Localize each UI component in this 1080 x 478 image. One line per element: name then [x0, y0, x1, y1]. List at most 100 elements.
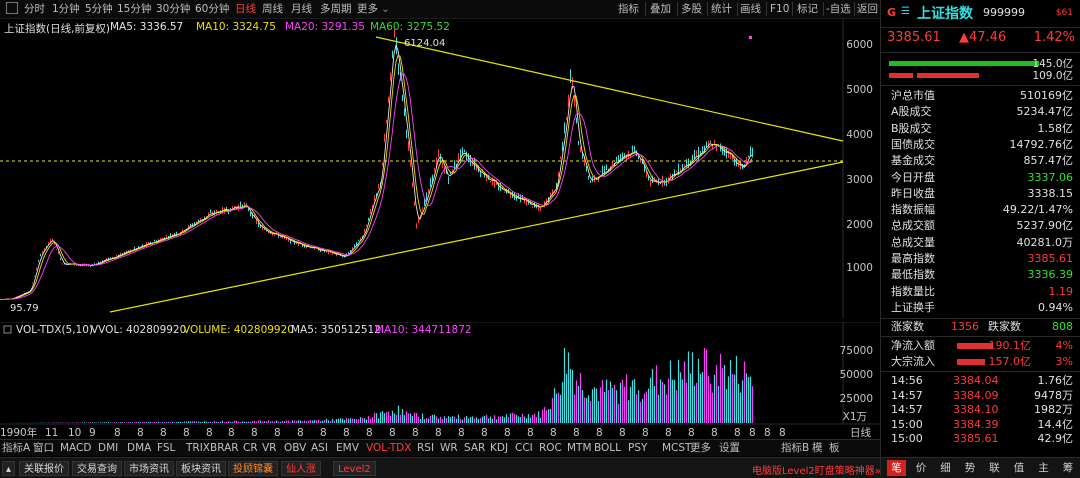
price-chart[interactable]: 6000 5000 4000 3000 2000 1000 6124.04 95… [0, 19, 880, 319]
detail-tab[interactable]: 筹 [1062, 462, 1074, 474]
stat-value: 3338.15 [1027, 186, 1074, 200]
stat-row: 指数振幅 49.22/1.47% [881, 202, 1080, 218]
indicator-tab[interactable]: FSL [157, 442, 176, 454]
indicator-tab[interactable]: ASI [311, 442, 328, 454]
divider [792, 2, 793, 16]
flow-pct: 3% [1055, 355, 1073, 368]
tool-overlay[interactable]: 叠加 [650, 3, 671, 15]
detail-tab[interactable]: 势 [964, 462, 976, 474]
stat-row: B股成交 1.58亿 [881, 121, 1080, 137]
period-tab-15min[interactable]: 15分钟 [117, 3, 152, 15]
indicator-tab[interactable]: VOL-TDX [366, 442, 412, 454]
stat-row: 总成交额 5237.90亿 [881, 218, 1080, 234]
tab-related-quotes[interactable]: 关联报价 [19, 461, 69, 476]
indicator-tab[interactable]: OBV [284, 442, 307, 454]
indicator-tab[interactable]: WR [440, 442, 458, 454]
indicator-tab[interactable]: BRAR [210, 442, 239, 454]
date-tick: 8 [114, 427, 121, 438]
layout-icon[interactable] [6, 2, 18, 14]
divider [707, 2, 708, 16]
period-tab-30min[interactable]: 30分钟 [156, 3, 191, 15]
vol-ma5-label: MA5: 350512512 [291, 324, 381, 336]
indicator-b-tab[interactable]: 指标B [781, 442, 810, 454]
divider [737, 2, 738, 16]
indicator-tab[interactable]: CR [243, 442, 258, 454]
tab-trade-query[interactable]: 交易查询 [72, 461, 122, 476]
tab-advisor-tips[interactable]: 投顾锦囊 [228, 461, 278, 476]
detail-tab[interactable]: 笔 [887, 460, 906, 476]
period-tab-daily[interactable]: 日线 [235, 3, 256, 15]
indicator-tab[interactable]: SAR [464, 442, 486, 454]
indicator-tab[interactable]: 更多 [690, 442, 711, 454]
tool-mark[interactable]: 标记 [797, 3, 818, 15]
indicator-tab[interactable]: MACD [60, 442, 92, 454]
period-tab-60min[interactable]: 60分钟 [195, 3, 230, 15]
period-tab-fenshi[interactable]: 分时 [24, 3, 45, 15]
tab-level2[interactable]: Level2 [333, 461, 376, 476]
indicator-tab[interactable]: 设置 [719, 442, 740, 454]
indicator-tab[interactable]: TRIX [186, 442, 210, 454]
indicator-tab[interactable]: RSI [417, 442, 435, 454]
tool-multi-stock[interactable]: 多股 [681, 3, 702, 15]
stat-row: 昨日收盘 3338.15 [881, 186, 1080, 202]
tool-statistics[interactable]: 统计 [711, 3, 732, 15]
indicator-tab[interactable]: ROC [539, 442, 562, 454]
tool-watchlist[interactable]: -自选 [826, 3, 851, 15]
tool-f10[interactable]: F10 [770, 3, 790, 15]
indicator-tab[interactable]: CCI [515, 442, 533, 454]
indicator-tab[interactable]: PSY [628, 442, 648, 454]
volume-tick: 25000 [840, 393, 873, 405]
tool-back[interactable]: 返回 [857, 3, 878, 15]
tab-xianrenzhang[interactable]: 仙人涨 [281, 461, 321, 476]
period-tab-1min[interactable]: 1分钟 [52, 3, 80, 15]
stat-value: 3337.06 [1027, 170, 1074, 184]
indicator-tab[interactable]: VR [262, 442, 277, 454]
period-tab-multi[interactable]: 多周期 [320, 3, 352, 15]
divider [881, 27, 1080, 28]
indicator-tab[interactable]: DMA [127, 442, 152, 454]
tool-draw-line[interactable]: 画线 [740, 3, 761, 15]
tool-indicator[interactable]: 指标 [618, 3, 639, 15]
tab-sector-news[interactable]: 板块资讯 [176, 461, 226, 476]
collapse-icon[interactable] [3, 325, 12, 334]
volume-chart[interactable]: VOL-TDX(5,10) VVOL: 402809920 VOLUME: 40… [0, 322, 880, 438]
date-tick: 1990年 [0, 426, 37, 438]
indicator-tab[interactable]: KDJ [490, 442, 509, 454]
period-tab-weekly[interactable]: 周线 [262, 3, 283, 15]
volume-unit: X1万 [843, 411, 867, 423]
tick-volume: 1982万 [1034, 403, 1073, 417]
detail-tab[interactable]: 价 [915, 462, 927, 474]
detail-tab[interactable]: 联 [989, 462, 1000, 474]
period-tab-more[interactable]: 更多 [357, 3, 378, 15]
period-tab-5min[interactable]: 5分钟 [85, 3, 113, 15]
indicator-tab[interactable]: EMV [336, 442, 359, 454]
indicator-tab[interactable]: MCST [662, 442, 692, 454]
moving-average-line [0, 73, 753, 300]
flow-row: 净流入额 190.1亿 4% [881, 338, 1080, 354]
indicator-tab[interactable]: DMI [98, 442, 119, 454]
stat-label: B股成交 [891, 121, 932, 135]
indicator-tab[interactable]: 窗口 [33, 442, 54, 454]
indicator-tab[interactable]: MTM [567, 442, 592, 454]
tick-row: 14:57 3384.10 1982万 [881, 402, 1080, 418]
detail-tab[interactable]: 值 [1013, 462, 1025, 474]
indicator-tab[interactable]: 指标A [2, 442, 31, 454]
tab-market-news[interactable]: 市场资讯 [124, 461, 174, 476]
detail-tab[interactable]: 主 [1038, 462, 1049, 474]
expand-icon[interactable]: ▴ [2, 461, 16, 476]
tick-price: 3384.04 [953, 374, 999, 387]
period-tab-monthly[interactable]: 月线 [291, 3, 312, 15]
level2-promo-link[interactable]: 电脑版Level2盯盘策略神器» [752, 466, 881, 477]
date-tick: 8 [412, 427, 419, 438]
price-tick: 4000 [846, 129, 873, 141]
indicator-b-tab[interactable]: 板 [829, 442, 840, 454]
menu-icon[interactable]: ☰ [901, 6, 910, 17]
dropdown-arrow-icon[interactable]: ⌄ [381, 3, 390, 15]
indicator-tab[interactable]: BOLL [594, 442, 621, 454]
indicator-b-tab[interactable]: 模 [812, 442, 823, 454]
detail-tab[interactable]: 细 [940, 462, 951, 474]
stat-label: 基金成交 [891, 154, 935, 168]
advancers-count: 1356 [951, 320, 979, 333]
low-annotation: 95.79 [10, 303, 39, 314]
